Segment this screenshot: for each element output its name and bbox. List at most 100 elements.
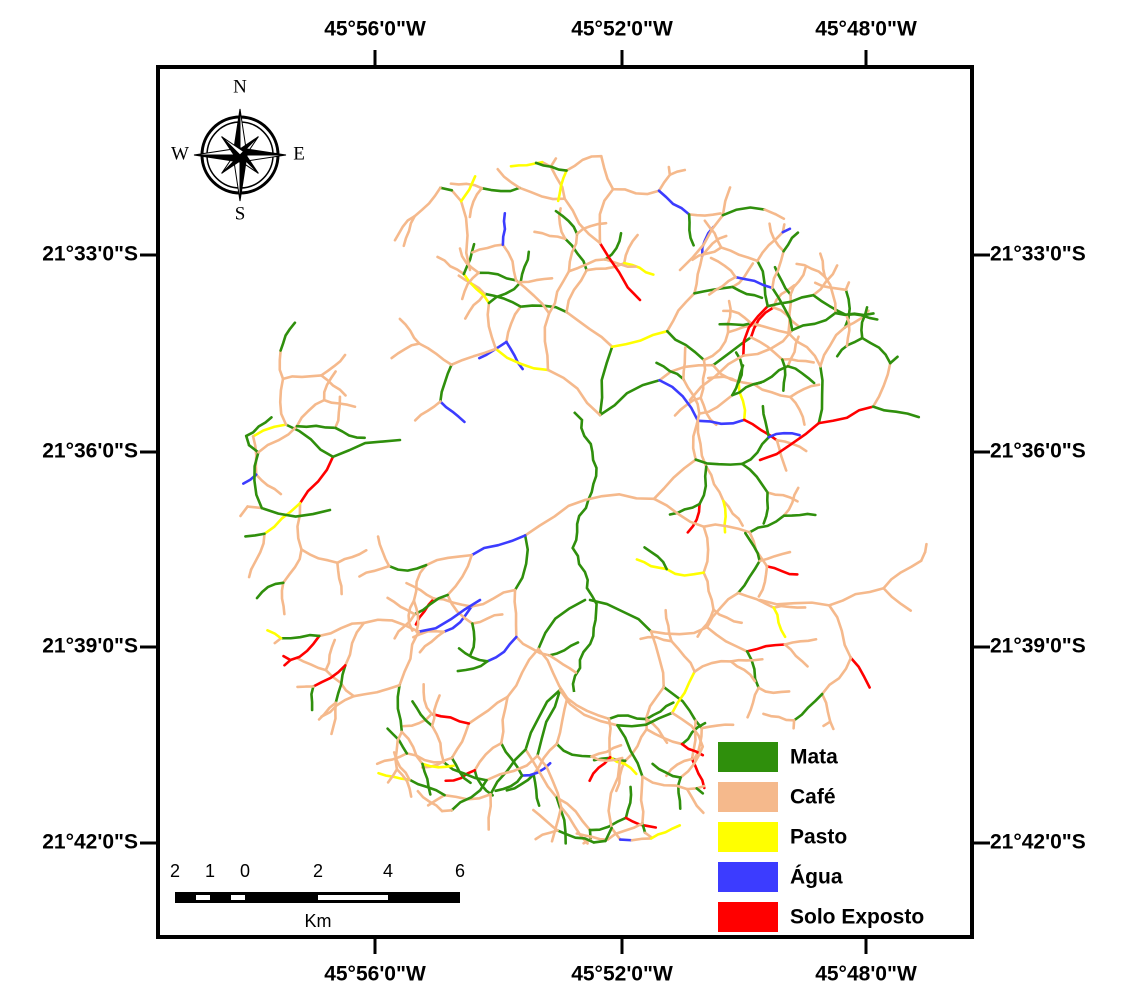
stream [721,186,732,217]
stream [771,286,794,332]
stream [693,726,704,760]
stream [758,550,792,563]
stream [607,758,622,830]
stream [623,727,648,763]
stream [698,393,734,415]
stream [524,748,559,799]
stream [665,567,705,577]
stream [678,213,725,272]
stream [639,775,645,825]
stream [746,686,760,719]
stream [319,353,347,377]
stream [694,458,744,466]
stream [749,321,790,335]
stream [860,306,869,340]
stream [420,756,454,769]
stream [665,329,706,362]
longitude-label: 45°48'0"W [815,18,917,41]
legend-swatch [718,742,778,772]
stream [546,368,602,417]
stream [775,438,788,472]
stream [390,342,421,360]
stream [676,776,682,810]
stream [745,650,760,690]
compass-n: N [233,76,247,97]
longitude-label: 45°56'0"W [324,18,426,41]
stream [295,398,326,428]
stream [670,639,696,673]
stream [352,683,401,698]
stream [772,606,787,639]
stream [752,383,792,399]
stream [486,635,518,663]
stream [473,768,494,797]
stream [450,778,488,812]
stream [412,599,420,633]
stream [726,323,761,334]
scale-label: 1 [205,861,215,881]
stream [467,695,509,725]
stream [652,458,698,501]
stream [670,711,705,748]
stream [555,696,569,746]
stream [251,423,288,438]
stream [599,154,615,191]
stream [295,424,337,430]
stream [780,358,787,392]
stream [787,331,822,368]
stream [496,167,521,190]
stream [439,363,453,403]
stream [398,630,420,687]
stream [761,404,771,439]
stream [442,605,473,634]
stream [693,659,733,673]
stream [789,265,807,296]
legend-swatch [718,902,778,932]
stream [736,591,776,609]
stream [456,660,489,673]
stream [888,355,899,365]
stream [643,546,668,571]
stream [426,793,446,807]
stream [402,712,433,728]
stream [556,829,596,844]
stream [731,285,764,300]
stream [533,230,567,241]
legend-label: Solo Exposto [790,906,924,929]
stream [244,416,273,438]
stream [408,778,446,797]
stream [748,514,786,534]
stream [624,816,658,829]
stream [375,752,409,766]
stream [253,451,264,510]
stream [588,828,592,841]
stream [396,683,404,734]
stream [705,625,749,653]
legend-label: Mata [790,746,838,769]
stream [417,598,482,634]
stream [731,262,755,289]
stream [376,535,391,568]
stream [254,473,283,496]
stream [523,498,587,537]
stream [247,443,260,454]
stream [450,189,463,203]
stream [543,312,551,372]
stream [559,805,583,838]
stream [505,340,524,371]
stream [260,506,332,518]
stream [702,571,715,611]
stream [413,593,449,616]
stream [758,598,831,607]
stream [480,186,521,193]
stream [565,154,603,172]
stream [412,563,428,603]
latitude-label: 21°33'0"S [42,243,138,266]
stream [665,757,694,778]
stream [607,714,648,721]
stream [731,381,763,397]
stream [611,187,661,196]
stream [487,280,523,305]
stream [244,434,251,447]
stream [781,227,792,234]
